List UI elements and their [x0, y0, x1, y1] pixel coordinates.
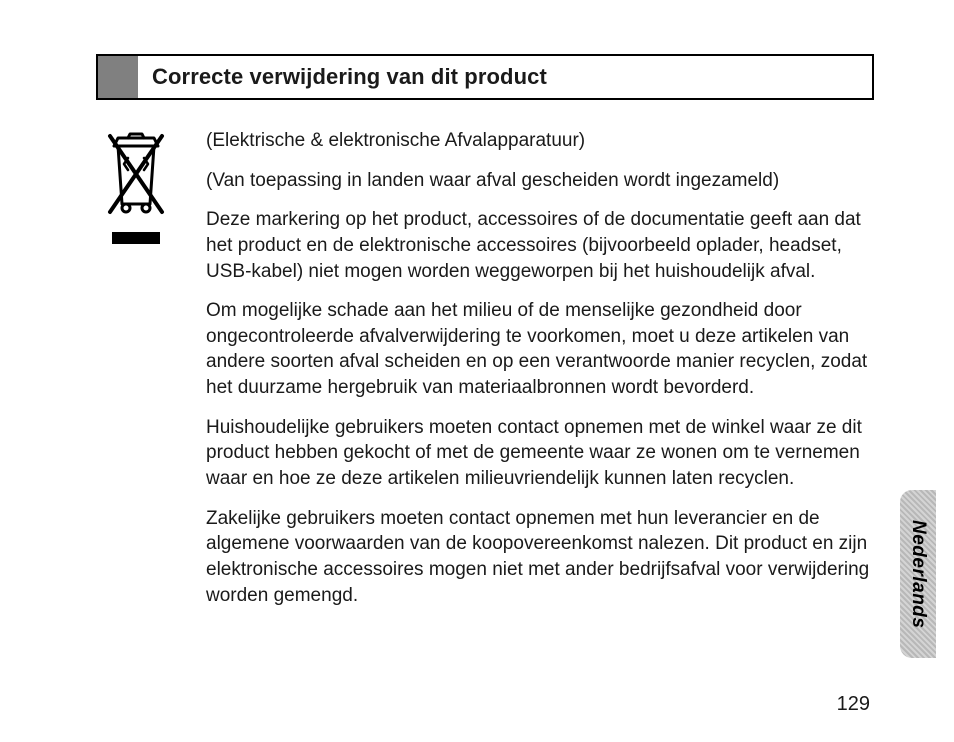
language-tab-label: Nederlands: [907, 520, 929, 628]
language-tab[interactable]: Nederlands: [900, 490, 936, 658]
icon-column: [96, 128, 176, 244]
heading-accent-block: [98, 56, 138, 98]
weee-underline-bar: [112, 232, 160, 244]
paragraph: (Elektrische & elektronische Afvalappara…: [206, 128, 874, 154]
paragraph: Om mogelijke schade aan het milieu of de…: [206, 298, 874, 401]
body-text-column: (Elektrische & elektronische Afvalappara…: [206, 128, 874, 608]
document-page: Correcte verwijdering van dit product: [0, 0, 954, 742]
paragraph: Zakelijke gebruikers moeten contact opne…: [206, 506, 874, 609]
paragraph: Huishoudelijke gebruikers moeten contact…: [206, 415, 874, 492]
section-heading: Correcte verwijdering van dit product: [138, 56, 872, 98]
weee-bin-icon: [104, 132, 168, 218]
body-row: (Elektrische & elektronische Afvalappara…: [96, 128, 874, 608]
paragraph: (Van toepassing in landen waar afval ges…: [206, 168, 874, 194]
page-number: 129: [837, 693, 870, 716]
paragraph: Deze markering op het product, accessoir…: [206, 207, 874, 284]
section-heading-row: Correcte verwijdering van dit product: [96, 54, 874, 100]
